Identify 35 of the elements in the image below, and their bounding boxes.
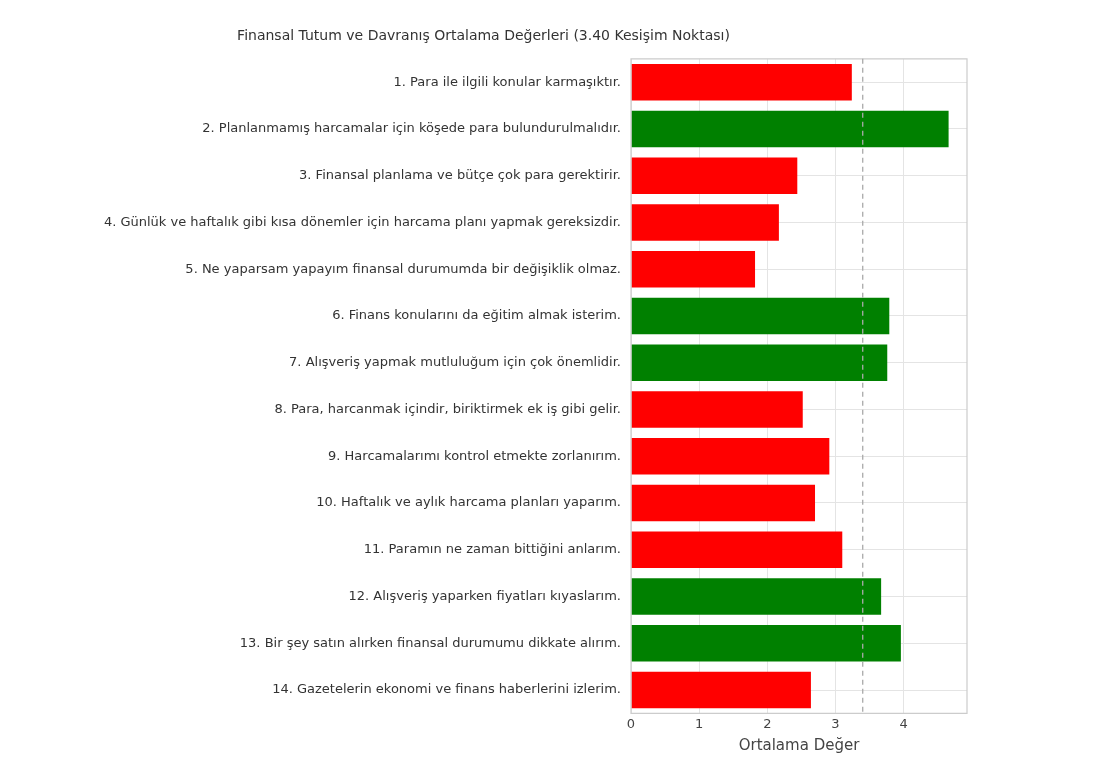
x-tick-label: 1 bbox=[695, 715, 704, 731]
x-axis-title: Ortalama Değer bbox=[738, 735, 861, 754]
bar bbox=[631, 391, 803, 428]
y-tick-label: 1. Para ile ilgili konular karmaşıktır. bbox=[393, 73, 621, 89]
bar bbox=[631, 297, 890, 335]
y-tick-label: 12. Alışveriş yaparken fiyatları kıyaslarım. bbox=[348, 587, 621, 603]
bar bbox=[631, 578, 882, 615]
y-tick-label: 4. Günlük ve haftalık gibi kısa dönemler için harcama planı yapmak gereksizdir. bbox=[103, 213, 621, 229]
bar bbox=[631, 250, 756, 288]
bar bbox=[631, 157, 798, 194]
text: Finansal Tutum ve Davranış Ortalama Değerleri (3.40 Kesişim Noktası) bbox=[237, 27, 730, 44]
x-tick-label: 4 bbox=[899, 715, 908, 731]
bar bbox=[631, 671, 811, 709]
x-tick-label: 3 bbox=[831, 715, 840, 731]
bar bbox=[631, 63, 852, 101]
bar bbox=[631, 110, 949, 148]
bar bbox=[631, 438, 830, 475]
y-tick-label: 9. Harcamalarımı kontrol etmekte zorlanırım. bbox=[328, 447, 621, 463]
y-tick-label: 2. Planlanmamış harcamalar için köşede para bulundurulmalıdır. bbox=[202, 120, 621, 136]
x-tick-label: 0 bbox=[626, 715, 636, 731]
y-tick-label: 8. Para, harcanmak içindir, biriktirmek ek iş gibi gelir. bbox=[274, 400, 621, 416]
bar bbox=[631, 531, 843, 568]
y-tick-label: 11. Paramın ne zaman bittiğini anlarım. bbox=[363, 541, 621, 557]
y-tick-label: 6. Finans konularını da eğitim almak isterim. bbox=[332, 307, 621, 323]
bar bbox=[631, 204, 779, 241]
y-tick-label: 10. Haftalık ve aylık harcama planları yaparım. bbox=[316, 494, 621, 510]
bar bbox=[631, 484, 816, 522]
y-tick-label: 7. Alışveriş yapmak mutluluğum için çok önemlidir. bbox=[289, 354, 621, 370]
y-tick-label: 13. Bir şey satın alırken finansal durumumu dikkate alırım. bbox=[239, 634, 621, 650]
bar bbox=[631, 625, 901, 662]
y-tick-label: 3. Finansal planlama ve bütçe çok para gerektirir. bbox=[299, 167, 621, 183]
y-tick-label: 5. Ne yaparsam yapayım finansal durumumda bir değişiklik olmaz. bbox=[185, 260, 621, 276]
x-tick-label: 2 bbox=[763, 715, 772, 731]
bar bbox=[631, 344, 888, 381]
y-tick-label: 14. Gazetelerin ekonomi ve finans haberlerini izlerim. bbox=[272, 681, 621, 697]
